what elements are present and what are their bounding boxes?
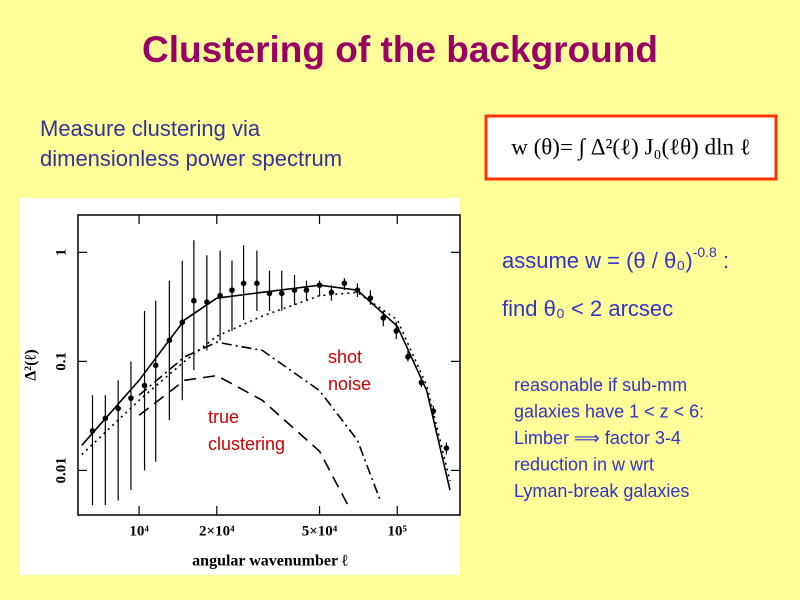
x-tick-label: 10⁴ [129, 523, 149, 539]
data-point [152, 362, 159, 369]
assume-main: assume w = (θ / θ₀) [502, 248, 693, 273]
data-point [217, 292, 223, 299]
note-line: reduction in w wrt [514, 454, 654, 474]
x-tick-label: 5×10⁴ [302, 523, 338, 539]
y-axis-label: Δ²(ℓ) [23, 349, 40, 380]
data-point [380, 315, 387, 321]
x-tick-label: 2×10⁴ [199, 523, 235, 539]
data-point [316, 282, 323, 288]
data-point [430, 408, 437, 414]
x-axis-label: angular wavenumber ℓ [192, 553, 349, 570]
data-point [354, 287, 361, 293]
note-line: Limber ⟹ factor 3-4 [514, 428, 681, 448]
slide-title: Clustering of the background [142, 29, 658, 70]
data-point [128, 395, 134, 401]
data-point [89, 428, 96, 434]
note-line: galaxies have 1 < z < 6: [514, 401, 704, 421]
annotation: true [208, 407, 239, 427]
plot-image [20, 198, 460, 575]
note-line: Lyman-break galaxies [514, 481, 689, 501]
curve [138, 341, 382, 501]
note-line: reasonable if sub-mm [514, 375, 687, 395]
data-point [328, 289, 335, 296]
y-tick-label: 0.01 [53, 457, 69, 483]
y-tick-label: 1 [53, 249, 69, 257]
find-text: find θ₀ < 2 arcsec [502, 296, 673, 321]
data-point [303, 287, 310, 293]
assume-text: assume w = (θ / θ₀)-0.8 : [502, 244, 729, 273]
data-point [229, 287, 235, 293]
x-tick-label: 10⁵ [388, 523, 408, 539]
plot-frame [77, 214, 461, 516]
intro-line: Measure clustering via [40, 116, 261, 141]
curve [138, 374, 352, 511]
data-point [291, 287, 298, 293]
data-point [179, 319, 186, 326]
assume-exponent: -0.8 [693, 244, 717, 260]
data-point [141, 382, 148, 389]
data-point [254, 280, 260, 287]
data-point [418, 379, 425, 386]
data-point [204, 299, 210, 305]
intro-line: dimensionless power spectrum [40, 146, 342, 171]
data-point [405, 354, 411, 360]
annotation: clustering [208, 434, 285, 454]
data-point [240, 280, 247, 287]
note: reasonable if sub-mm galaxies have 1 < z … [514, 375, 704, 501]
data-point [191, 297, 197, 304]
y-tick-label: 0.1 [53, 352, 69, 371]
data-point [115, 405, 121, 412]
annotation: shot [328, 347, 362, 367]
formula: w (θ)= ∫ Δ²(ℓ) J₀(ℓθ) dln ℓ [511, 134, 750, 161]
data-point [367, 295, 374, 301]
annotation: noise [328, 374, 371, 394]
data-point [393, 328, 400, 334]
data-point [443, 445, 450, 451]
data-point [266, 290, 273, 297]
curve [81, 284, 451, 491]
data-point [102, 415, 109, 422]
plot: 10⁴ 2×10⁴ 5×10⁴ 10⁵ 0.01 0.1 1 shot noise true clu… [53, 215, 460, 539]
data-point [278, 290, 285, 297]
curve [81, 291, 451, 482]
data-point [166, 337, 173, 344]
data-point [341, 280, 348, 287]
formula-box [484, 114, 778, 181]
assume-tail: : [717, 248, 729, 273]
